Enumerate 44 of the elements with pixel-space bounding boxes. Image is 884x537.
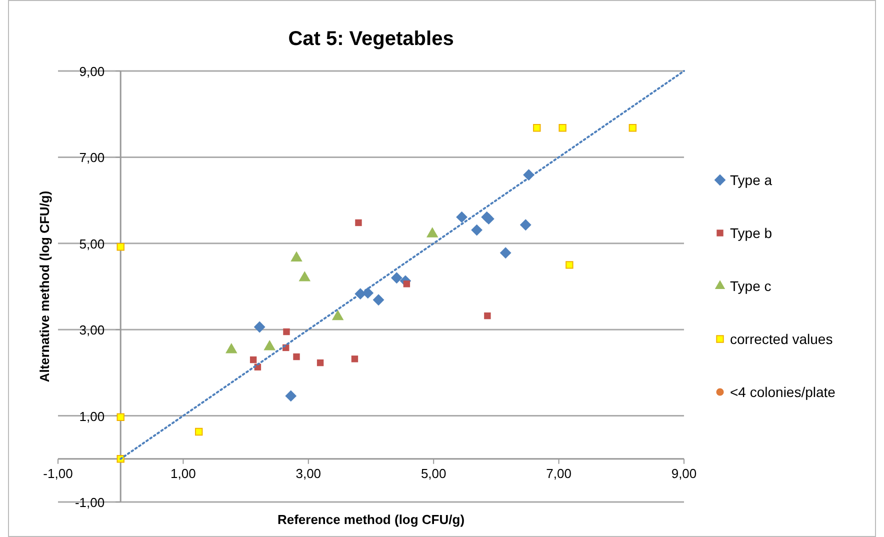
point (628, 124, 637, 132)
legend-label: corrected values (730, 331, 833, 347)
x-tick-label: 1,00 (170, 466, 196, 481)
x-tick-label: 5,00 (420, 466, 446, 481)
point (283, 328, 290, 336)
point (254, 321, 266, 333)
legend-label: <4 colonies/plate (730, 384, 836, 400)
y-tick-label: 3,00 (79, 322, 105, 338)
y-tick-label: 5,00 (79, 236, 105, 252)
x-tick-label: 3,00 (296, 466, 322, 481)
point (403, 280, 410, 288)
point (194, 428, 203, 436)
point (484, 312, 491, 320)
legend-label: Type a (730, 172, 772, 188)
point (351, 356, 358, 362)
point (316, 359, 324, 366)
y-tick-label: -1,00 (74, 495, 105, 510)
y-tick-label: 7,00 (79, 150, 105, 166)
point (355, 219, 362, 226)
point (456, 211, 468, 223)
x-axis-title: Reference method (log CFU/g) (277, 512, 465, 527)
x-tick-label: 9,00 (671, 466, 697, 481)
point (285, 390, 297, 402)
x-tick-label: -1,00 (43, 466, 73, 481)
chart-title: Cat 5: Vegetables (288, 28, 454, 50)
point (250, 356, 257, 364)
point (372, 294, 384, 306)
point (558, 124, 566, 132)
point (116, 242, 124, 251)
legend-label: Type b (730, 225, 772, 241)
point (390, 272, 402, 284)
y-axis-title: Alternative method (log CFU/g) (37, 190, 52, 382)
point (533, 124, 541, 132)
y-tick-label: 1,00 (79, 408, 105, 424)
point (116, 413, 124, 421)
legend-label: Type c (730, 278, 772, 294)
point (471, 224, 482, 236)
x-tick-label: 7,00 (546, 466, 572, 481)
point (520, 219, 532, 231)
point (566, 261, 574, 269)
point (500, 247, 512, 259)
point (293, 353, 300, 360)
point (362, 287, 374, 299)
y-tick-label: 9,00 (79, 64, 105, 79)
